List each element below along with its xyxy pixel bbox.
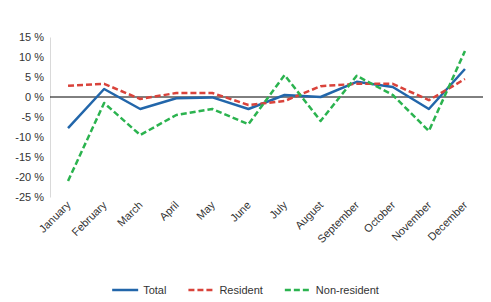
x-tick: October	[361, 198, 397, 234]
x-tick-label: July	[267, 198, 290, 221]
y-tick-label: 5 %	[25, 71, 44, 83]
x-tick: June	[228, 199, 253, 224]
x-tick: December	[425, 198, 470, 243]
x-axis: JanuaryFebruaryMarch April May June JulyAugu…	[37, 198, 470, 245]
y-tick: 10 %	[19, 51, 50, 63]
y-tick: 5 %	[25, 71, 50, 83]
x-tick-label: February	[69, 198, 109, 238]
legend-item: Total	[112, 284, 166, 296]
y-tick: 15 %	[19, 31, 50, 43]
x-tick-label: January	[37, 198, 74, 235]
x-tick: March	[115, 199, 145, 229]
y-tick: 0 %	[25, 91, 50, 103]
series-line	[68, 51, 465, 181]
y-axis: -25 % -20 % -15 % -10 % -5 % 0 % 5 % 10 % 15 %	[15, 31, 50, 203]
legend-item: Non-resident	[285, 284, 379, 296]
x-tick-label: August	[293, 199, 326, 232]
y-tick-label: -20 %	[15, 171, 44, 183]
x-tick-label: September	[315, 198, 362, 245]
y-tick: -15 %	[15, 151, 50, 163]
legend-swatch	[112, 289, 138, 292]
y-tick-label: -5 %	[21, 111, 44, 123]
legend-label: Resident	[219, 284, 262, 296]
legend: Total Resident Non-resident	[112, 284, 379, 296]
x-tick-label: October	[361, 198, 397, 234]
lines	[68, 51, 465, 181]
legend-swatch	[188, 289, 214, 292]
x-tick: July	[267, 198, 290, 221]
x-tick: January	[37, 198, 74, 235]
y-tick-label: -10 %	[15, 131, 44, 143]
y-tick-label: -25 %	[15, 191, 44, 203]
y-tick: -20 %	[15, 171, 50, 183]
x-tick: August	[293, 199, 326, 232]
x-tick: May	[194, 198, 218, 222]
y-tick-label: 10 %	[19, 51, 44, 63]
x-tick: September	[315, 198, 362, 245]
x-tick-label: April	[157, 199, 181, 223]
y-tick-label: 0 %	[25, 91, 44, 103]
y-tick: -10 %	[15, 131, 50, 143]
legend-label: Total	[143, 284, 166, 296]
x-tick-label: December	[425, 198, 470, 243]
y-tick: -25 %	[15, 191, 50, 203]
y-tick-label: -15 %	[15, 151, 44, 163]
legend-label: Non-resident	[316, 284, 379, 296]
x-tick: April	[157, 199, 181, 223]
x-tick-label: May	[194, 198, 218, 222]
legend-item: Resident	[188, 284, 262, 296]
y-tick: -5 %	[21, 111, 50, 123]
x-tick-label: March	[115, 199, 145, 229]
y-tick-label: 15 %	[19, 31, 44, 43]
chart: -25 % -20 % -15 % -10 % -5 % 0 % 5 % 10 % 15 % Ja…	[0, 0, 491, 302]
legend-swatch	[285, 289, 311, 292]
x-tick: February	[69, 198, 109, 238]
x-tick-label: June	[228, 199, 253, 224]
y-axis-line	[50, 38, 51, 198]
